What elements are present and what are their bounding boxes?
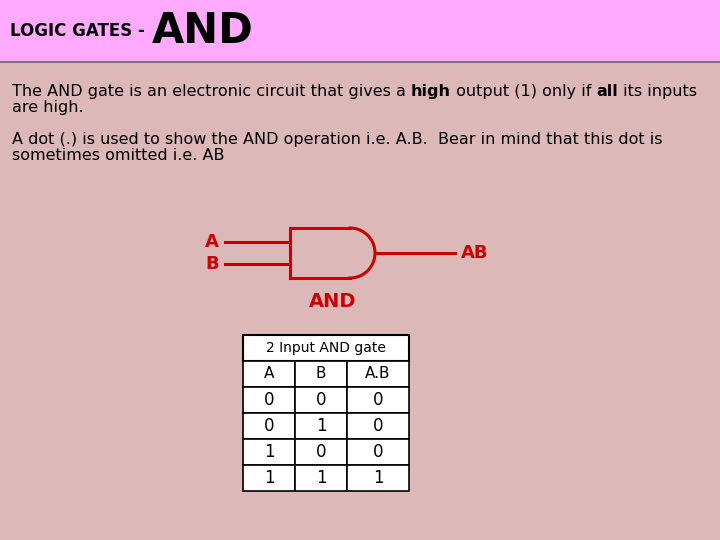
Text: A.B: A.B [365,367,391,381]
Text: 0: 0 [373,391,383,409]
Text: 0: 0 [373,417,383,435]
Text: sometimes omitted i.e. AB: sometimes omitted i.e. AB [12,148,225,163]
Text: B: B [205,255,219,273]
Text: all: all [596,84,618,99]
Text: 1: 1 [264,469,274,487]
Bar [295,361,347,387]
Text: AND: AND [152,10,253,52]
Bar [347,387,409,413]
Text: 0: 0 [316,391,326,409]
Text: AND: AND [309,292,356,311]
Bar [347,361,409,387]
Bar [243,413,295,439]
Text: 0: 0 [316,443,326,461]
Text: AB: AB [461,244,488,262]
Text: B: B [316,367,326,381]
Text: 0: 0 [264,417,274,435]
Bar [243,465,295,491]
Text: LOGIC GATES -: LOGIC GATES - [10,22,150,40]
Text: A: A [264,367,274,381]
Bar [243,439,295,465]
Bar [243,335,409,361]
Text: output (1) only if: output (1) only if [451,84,596,99]
Text: its inputs: its inputs [618,84,697,99]
Text: 0: 0 [373,443,383,461]
Bar [243,387,295,413]
Text: 1: 1 [315,469,326,487]
Text: The AND gate is an electronic circuit that gives a: The AND gate is an electronic circuit th… [12,84,411,99]
Text: A: A [205,233,219,251]
Bar [295,465,347,491]
Text: 1: 1 [373,469,383,487]
Bar [295,387,347,413]
Text: are high.: are high. [12,100,84,115]
Text: high: high [411,84,451,99]
Bar [347,439,409,465]
Bar [295,439,347,465]
Bar [243,361,295,387]
Bar [0,0,720,62]
Text: 1: 1 [264,443,274,461]
Text: 0: 0 [264,391,274,409]
Text: 2 Input AND gate: 2 Input AND gate [266,341,386,355]
Text: A dot (.) is used to show the AND operation i.e. A.B.  Bear in mind that this do: A dot (.) is used to show the AND operat… [12,132,662,147]
Bar [295,413,347,439]
Bar [347,413,409,439]
Bar [347,465,409,491]
Text: 1: 1 [315,417,326,435]
